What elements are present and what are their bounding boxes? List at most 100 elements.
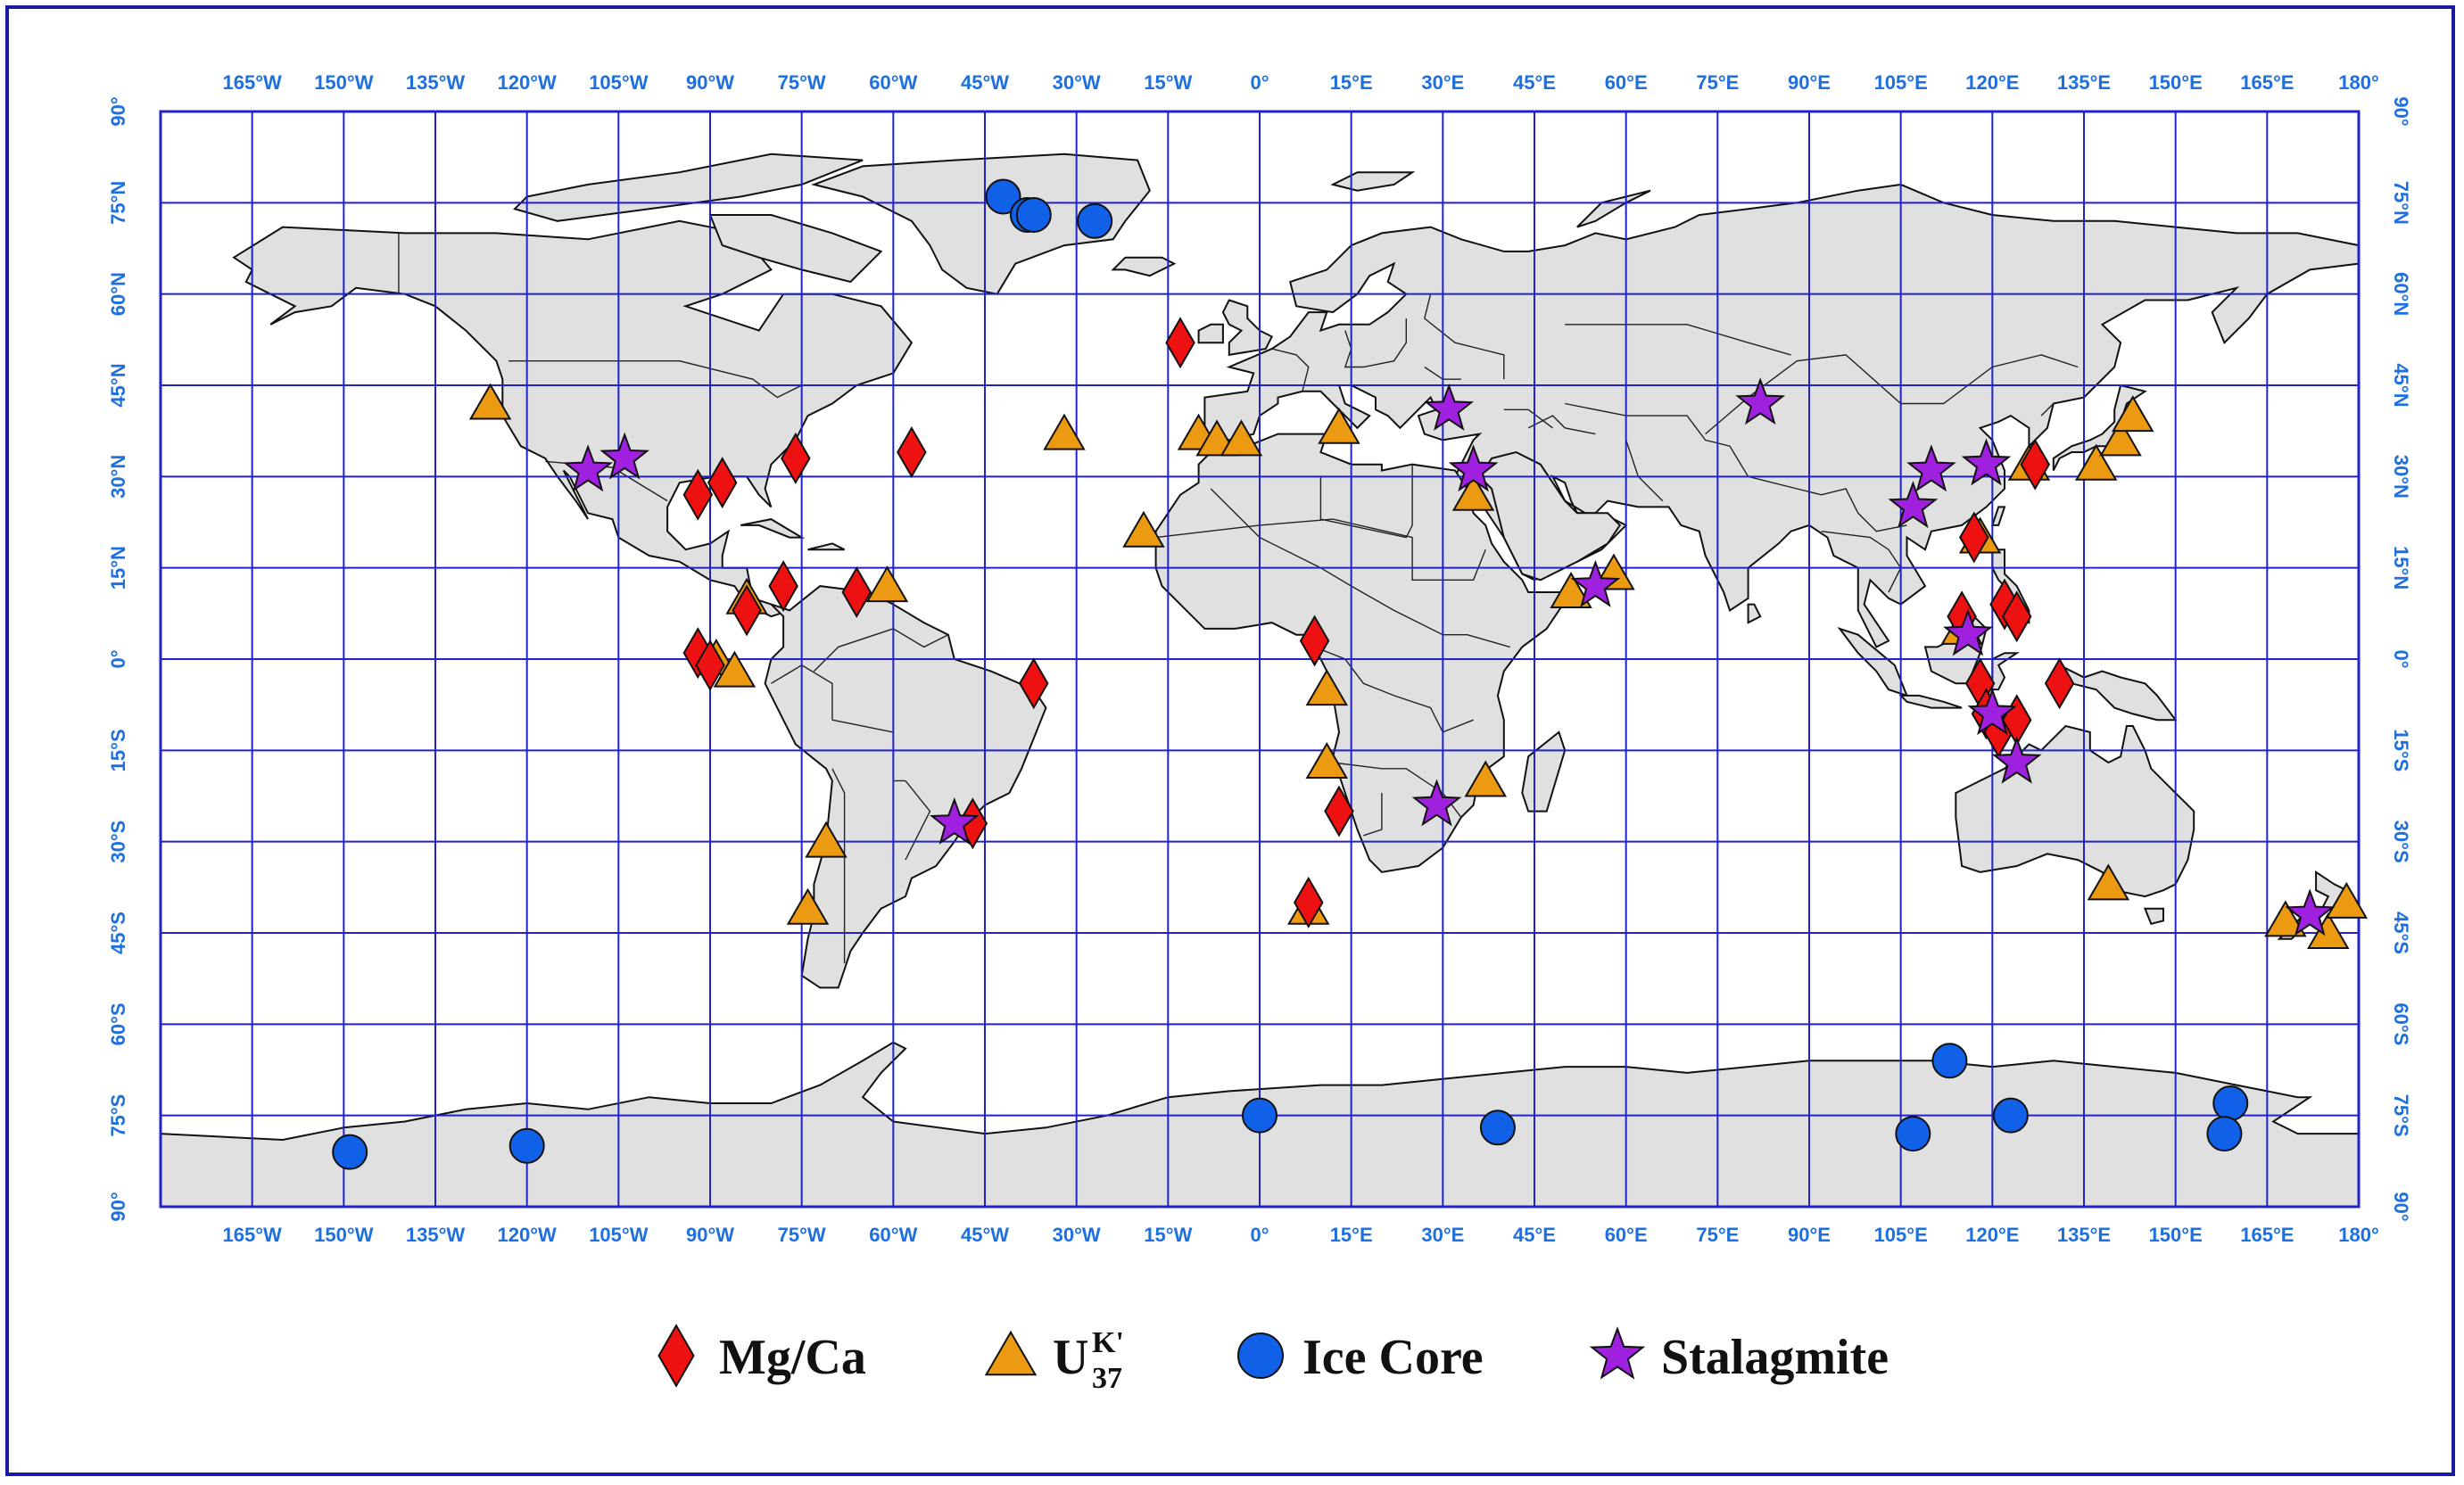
land-madagascar — [1521, 730, 1567, 813]
lon-tick-top: 45°E — [1513, 71, 1556, 94]
uk37-site-marker — [1220, 419, 1263, 457]
border-line — [1424, 293, 1505, 380]
lon-tick-bottom: 0° — [1250, 1224, 1269, 1246]
uk37-site-marker — [805, 821, 848, 858]
ice-site-marker — [332, 1134, 368, 1170]
lat-tick-left: 45°S — [107, 912, 129, 954]
land-tasmania — [2143, 907, 2164, 925]
lat-tick-left: 90° — [107, 96, 129, 126]
uk37-site-marker — [1122, 510, 1165, 548]
lat-tick-right: 45°S — [2390, 912, 2412, 954]
ice-site-marker — [509, 1127, 545, 1164]
lon-tick-bottom: 120°W — [498, 1224, 558, 1246]
lat-tick-left: 30°S — [107, 821, 129, 863]
lat-tick-right: 15°N — [2390, 546, 2412, 590]
lat-tick-left: 60°N — [107, 272, 129, 316]
border-line — [1503, 408, 1553, 429]
stal-site-marker — [1735, 377, 1786, 425]
land-cuba — [740, 518, 806, 539]
uk37-site-marker — [2112, 395, 2154, 433]
lat-tick-right: 60°S — [2390, 1002, 2412, 1045]
stal-site-marker — [1991, 736, 2042, 784]
legend: Mg/Ca U K'37 Ice Core Stalagmite — [657, 1324, 1889, 1395]
legend-uk37-superscript: K' — [1092, 1326, 1124, 1359]
ice-site-marker — [985, 178, 1021, 215]
lon-tick-bottom: 165°E — [2240, 1224, 2294, 1246]
lon-tick-top: 60°W — [869, 71, 917, 94]
uk37-site-marker — [713, 650, 757, 688]
land-sumatra — [1837, 626, 1909, 697]
border-line — [1748, 475, 1907, 532]
lon-tick-bottom: 75°W — [778, 1224, 826, 1246]
stal-site-marker — [599, 432, 650, 480]
map-border — [159, 110, 2361, 1209]
uk37-site-marker — [1451, 474, 1495, 511]
land-south-america — [764, 585, 1047, 989]
lon-tick-bottom: 180° — [2338, 1224, 2379, 1246]
lat-tick-right: 45°N — [2390, 363, 2412, 407]
lat-tick-right: 75°S — [2390, 1094, 2412, 1137]
legend-uk37-symbol — [984, 1330, 1038, 1376]
graticule — [159, 110, 2361, 1209]
land-hispaniola — [807, 542, 846, 551]
ice-site-marker — [1895, 1116, 1931, 1152]
lon-tick-top: 105°W — [589, 71, 649, 94]
ice-site-marker — [1077, 202, 1113, 239]
lat-tick-right: 90° — [2390, 1192, 2412, 1221]
land-java — [1898, 694, 1963, 709]
stal-site-marker — [1424, 384, 1475, 431]
mgca-site-marker — [1299, 615, 1330, 667]
lat-tick-right: 90° — [2390, 96, 2412, 126]
lon-tick-top: 105°E — [1874, 71, 1928, 94]
proxy-site-markers — [332, 178, 2369, 1170]
lon-tick-bottom: 105°E — [1874, 1224, 1928, 1246]
lon-tick-bottom: 150°E — [2149, 1224, 2203, 1246]
mgca-site-marker — [768, 560, 798, 613]
lat-tick-left: 90° — [107, 1192, 129, 1221]
mgca-site-marker — [1165, 317, 1195, 369]
mgca-site-marker — [707, 457, 738, 509]
stal-site-marker — [1943, 608, 1993, 656]
uk37-site-marker — [2325, 881, 2369, 919]
lon-tick-top: 120°W — [498, 71, 558, 94]
mgca-site-marker — [1019, 657, 1049, 710]
lat-tick-right: 0° — [2390, 649, 2412, 668]
uk37-site-marker — [865, 565, 909, 603]
lon-tick-top: 150°W — [314, 71, 374, 94]
stal-site-marker — [2285, 888, 2336, 936]
lat-tick-left: 15°N — [107, 546, 129, 590]
lon-tick-bottom: 135°W — [406, 1224, 466, 1246]
uk37-site-marker — [1464, 760, 1507, 797]
mgca-site-marker — [841, 565, 872, 618]
lon-tick-top: 45°W — [961, 71, 1009, 94]
stal-site-marker — [1570, 559, 1621, 607]
legend-mgca-label: Mg/Ca — [719, 1330, 866, 1385]
lon-tick-top: 75°E — [1696, 71, 1739, 94]
mgca-site-marker — [897, 426, 927, 479]
stal-site-marker — [1961, 438, 2012, 486]
lon-tick-top: 30°W — [1053, 71, 1101, 94]
lat-tick-left: 60°S — [107, 1002, 129, 1045]
lon-tick-top: 90°W — [686, 71, 734, 94]
ice-site-marker — [1015, 196, 1052, 233]
lon-tick-top: 15°W — [1144, 71, 1192, 94]
lon-tick-bottom: 75°E — [1696, 1224, 1739, 1246]
lon-tick-bottom: 60°W — [869, 1224, 917, 1246]
mgca-site-marker — [695, 639, 725, 691]
lon-tick-bottom: 90°E — [1788, 1224, 1831, 1246]
lon-tick-top: 180° — [2338, 71, 2379, 94]
land-arabia — [1478, 450, 1622, 582]
ice-site-marker — [1479, 1110, 1516, 1146]
uk37-site-marker — [1043, 413, 1086, 450]
legend-stal-label: Stalagmite — [1661, 1330, 1889, 1385]
lat-tick-right: 15°S — [2390, 729, 2412, 771]
lat-tick-left: 30°N — [107, 455, 129, 499]
land-japan — [2052, 384, 2147, 471]
legend-uk37-subscript: 37 — [1092, 1362, 1122, 1395]
lon-tick-bottom: 135°E — [2057, 1224, 2111, 1246]
land-ireland — [1197, 323, 1224, 344]
lon-tick-top: 120°E — [1965, 71, 2019, 94]
legend-ice-label: Ice Core — [1302, 1330, 1484, 1385]
lon-tick-bottom: 45°W — [961, 1224, 1009, 1246]
legend-mgca-symbol — [657, 1324, 695, 1388]
